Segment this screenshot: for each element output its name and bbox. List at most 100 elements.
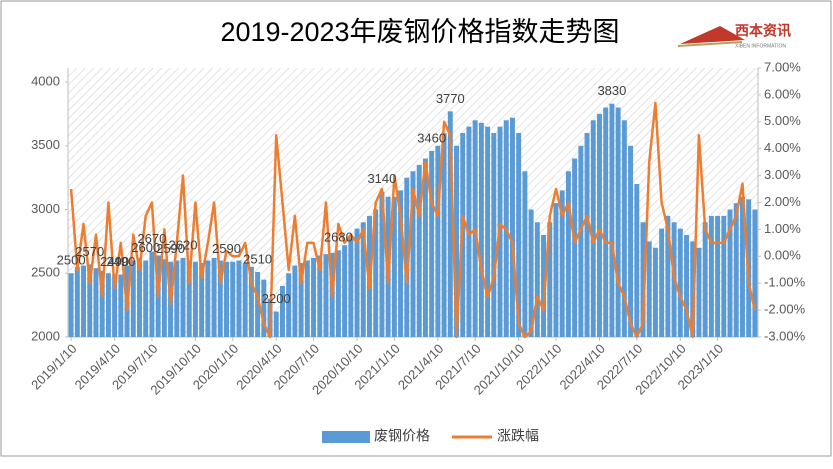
data-label: 3140	[367, 171, 396, 186]
bar	[205, 260, 211, 337]
bar	[727, 209, 733, 337]
chart-title: 2019-2023年废钢价格指数走势图	[220, 17, 619, 47]
data-label: 2200	[262, 291, 291, 306]
bar	[236, 260, 242, 337]
bar	[659, 228, 665, 337]
bar	[690, 241, 696, 337]
bar	[752, 209, 758, 337]
bar	[286, 273, 292, 337]
bar	[696, 247, 702, 337]
bar	[646, 241, 652, 337]
bar	[292, 265, 298, 337]
bar	[559, 190, 565, 337]
data-label: 3460	[417, 130, 446, 145]
bar	[590, 120, 596, 337]
bar	[230, 261, 236, 337]
bar	[335, 250, 341, 337]
data-label: 2670	[137, 231, 166, 246]
bar	[578, 145, 584, 337]
bar	[224, 261, 229, 337]
bar	[379, 191, 385, 337]
bar	[311, 257, 317, 337]
bar	[454, 145, 459, 337]
bar	[429, 150, 435, 337]
bar	[304, 260, 310, 337]
bar	[93, 268, 99, 337]
bar	[298, 263, 304, 337]
data-label: 2490	[106, 254, 135, 269]
bar	[211, 257, 217, 337]
data-label: 2500	[57, 253, 86, 268]
data-label: 2590	[212, 241, 241, 256]
bar	[708, 215, 714, 337]
bar	[186, 260, 192, 337]
data-label: 2510	[243, 251, 272, 266]
bar	[491, 133, 497, 337]
y2-tick-label: 4.00%	[764, 140, 801, 155]
bar	[677, 228, 683, 337]
bar	[528, 209, 534, 337]
bar	[684, 235, 689, 337]
bar	[161, 259, 167, 337]
bar	[621, 120, 627, 337]
bar	[99, 270, 105, 337]
legend-label: 涨跌幅	[497, 428, 539, 444]
data-label: 2590	[156, 241, 185, 256]
bar	[609, 103, 615, 337]
bar	[255, 271, 261, 337]
bar	[715, 215, 721, 337]
bar	[242, 263, 248, 337]
data-label: 2600	[131, 240, 160, 255]
bar	[447, 111, 453, 337]
data-label: 2680	[324, 230, 353, 245]
bar	[348, 237, 354, 337]
bar	[373, 209, 379, 337]
logo-mark	[680, 26, 745, 44]
bar	[541, 235, 547, 337]
bar	[509, 117, 515, 337]
bar	[628, 145, 634, 337]
bar	[279, 286, 285, 337]
bar	[534, 222, 540, 337]
bar	[130, 260, 136, 337]
bar	[547, 222, 553, 337]
bar	[137, 257, 142, 337]
bar	[112, 274, 118, 337]
bar	[87, 264, 93, 337]
bar	[478, 122, 484, 337]
logo-text: 西本资讯	[735, 23, 791, 39]
bar	[615, 107, 621, 337]
bar	[118, 274, 124, 337]
y-tick-label: 2500	[31, 265, 60, 280]
y2-tick-label: -1.00%	[764, 275, 806, 290]
bar	[410, 171, 416, 337]
bar	[522, 171, 528, 337]
bar	[342, 245, 348, 337]
bar	[441, 133, 447, 337]
y2-tick-label: 1.00%	[764, 221, 801, 236]
legend-swatch	[322, 431, 370, 443]
bar	[192, 261, 198, 337]
bar	[435, 145, 441, 337]
line	[69, 101, 757, 339]
bar	[603, 107, 609, 337]
bar	[702, 222, 708, 337]
bar	[516, 133, 522, 337]
bar	[640, 222, 646, 337]
bar	[597, 113, 602, 337]
bar	[634, 184, 640, 337]
y2-tick-label: 2.00%	[764, 194, 801, 209]
legend-label: 废钢价格	[374, 428, 430, 444]
bar	[273, 311, 279, 337]
bar	[360, 222, 366, 337]
y-tick-label: 4000	[31, 73, 60, 88]
bar	[354, 228, 360, 337]
bar	[665, 215, 671, 337]
bar	[217, 260, 223, 337]
bar	[199, 263, 205, 337]
bar	[317, 255, 323, 337]
y-tick-label: 2000	[31, 328, 60, 343]
bar	[105, 273, 111, 337]
bar	[398, 190, 404, 337]
